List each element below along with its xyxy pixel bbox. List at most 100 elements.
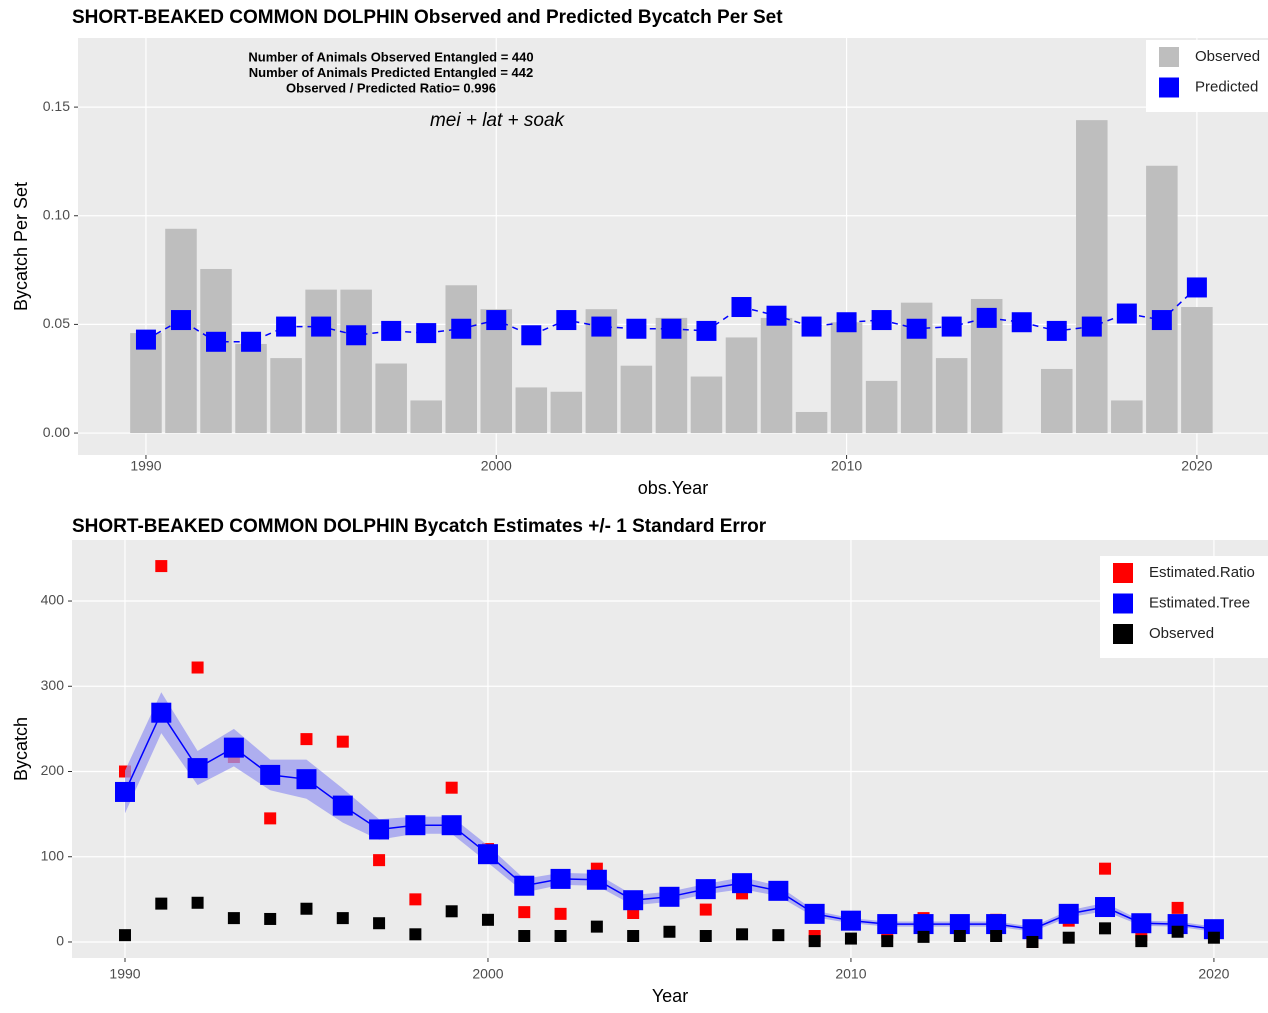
point (1062, 931, 1075, 944)
x-tick-label: 2000 (472, 966, 503, 982)
bar (690, 376, 723, 434)
point (556, 310, 577, 331)
point (990, 930, 1003, 943)
point (441, 815, 462, 836)
point (836, 312, 857, 333)
point (409, 928, 422, 941)
x-tick-label: 2010 (831, 458, 862, 474)
legend-swatch (1159, 77, 1179, 98)
bar (515, 387, 548, 434)
legend-swatch (1113, 563, 1133, 583)
point (114, 781, 135, 802)
point (695, 879, 716, 900)
x-axis-label: obs.Year (638, 478, 708, 498)
legend-swatch (1113, 593, 1133, 614)
point (264, 812, 277, 825)
point (381, 320, 402, 341)
point (187, 758, 208, 779)
point (590, 920, 603, 933)
point (1116, 303, 1137, 324)
point (481, 913, 494, 926)
point (336, 912, 349, 925)
point (118, 929, 131, 942)
y-tick-label: 0.10 (43, 206, 70, 222)
point (659, 886, 680, 907)
bar (1111, 400, 1143, 434)
point (170, 310, 191, 331)
bar (550, 391, 583, 434)
y-axis-label: Bycatch (11, 717, 31, 781)
point (732, 873, 753, 894)
point (1135, 935, 1148, 948)
point (1207, 931, 1220, 944)
bar (725, 337, 758, 434)
point (1046, 320, 1067, 341)
point (554, 907, 567, 920)
point (699, 930, 712, 943)
y-tick-label: 100 (41, 847, 65, 863)
point (804, 903, 825, 924)
point (1171, 925, 1184, 938)
point (514, 875, 535, 896)
bar (375, 363, 407, 434)
point (1186, 277, 1207, 298)
chart-title: SHORT-BEAKED COMMON DOLPHIN Bycatch Esti… (72, 516, 767, 537)
formula: mei + lat + soak (430, 110, 566, 131)
point (373, 917, 386, 930)
point (264, 912, 277, 925)
point (844, 932, 857, 945)
annotation: Number of Animals Observed Entangled = 4… (248, 49, 533, 64)
point (300, 733, 313, 746)
bar (1076, 120, 1108, 434)
point (913, 914, 934, 935)
point (151, 702, 172, 723)
point (953, 930, 966, 943)
point (296, 769, 317, 790)
point (477, 844, 498, 865)
point (877, 914, 898, 935)
point (521, 325, 542, 346)
point (405, 815, 426, 836)
annotation: Observed / Predicted Ratio= 0.996 (286, 80, 496, 95)
point (1131, 913, 1152, 934)
point (627, 930, 640, 943)
point (768, 880, 789, 901)
x-tick-label: 1990 (130, 458, 161, 474)
chart-title: SHORT-BEAKED COMMON DOLPHIN Observed and… (72, 7, 783, 28)
bar (620, 365, 653, 434)
y-tick-label: 0.15 (43, 98, 70, 114)
point (976, 307, 997, 328)
legend-label: Estimated.Ratio (1149, 564, 1255, 581)
x-tick-label: 2020 (1198, 966, 1229, 982)
point (808, 935, 821, 948)
point (223, 737, 244, 758)
x-axis-label: Year (652, 986, 688, 1006)
point (1058, 903, 1079, 924)
y-tick-label: 300 (41, 677, 65, 693)
point (191, 661, 204, 674)
y-tick-label: 0.00 (43, 424, 70, 440)
point (661, 318, 682, 339)
legend-label: Observed (1195, 48, 1260, 65)
bar (1146, 165, 1178, 434)
point (1095, 897, 1116, 918)
point (1171, 901, 1184, 914)
bar (1181, 307, 1213, 434)
point (1022, 919, 1043, 940)
x-tick-label: 2000 (481, 458, 512, 474)
bar (165, 228, 197, 434)
legend-label: Estimated.Tree (1149, 594, 1250, 611)
point (276, 316, 297, 337)
point (206, 331, 227, 352)
point (135, 329, 156, 350)
y-axis-label: Bycatch Per Set (11, 182, 31, 311)
point (518, 930, 531, 943)
legend-swatch (1113, 624, 1133, 644)
point (623, 890, 644, 911)
point (486, 310, 507, 331)
point (1099, 862, 1112, 875)
y-tick-label: 400 (41, 592, 65, 608)
x-tick-label: 2020 (1181, 458, 1212, 474)
point (772, 929, 785, 942)
